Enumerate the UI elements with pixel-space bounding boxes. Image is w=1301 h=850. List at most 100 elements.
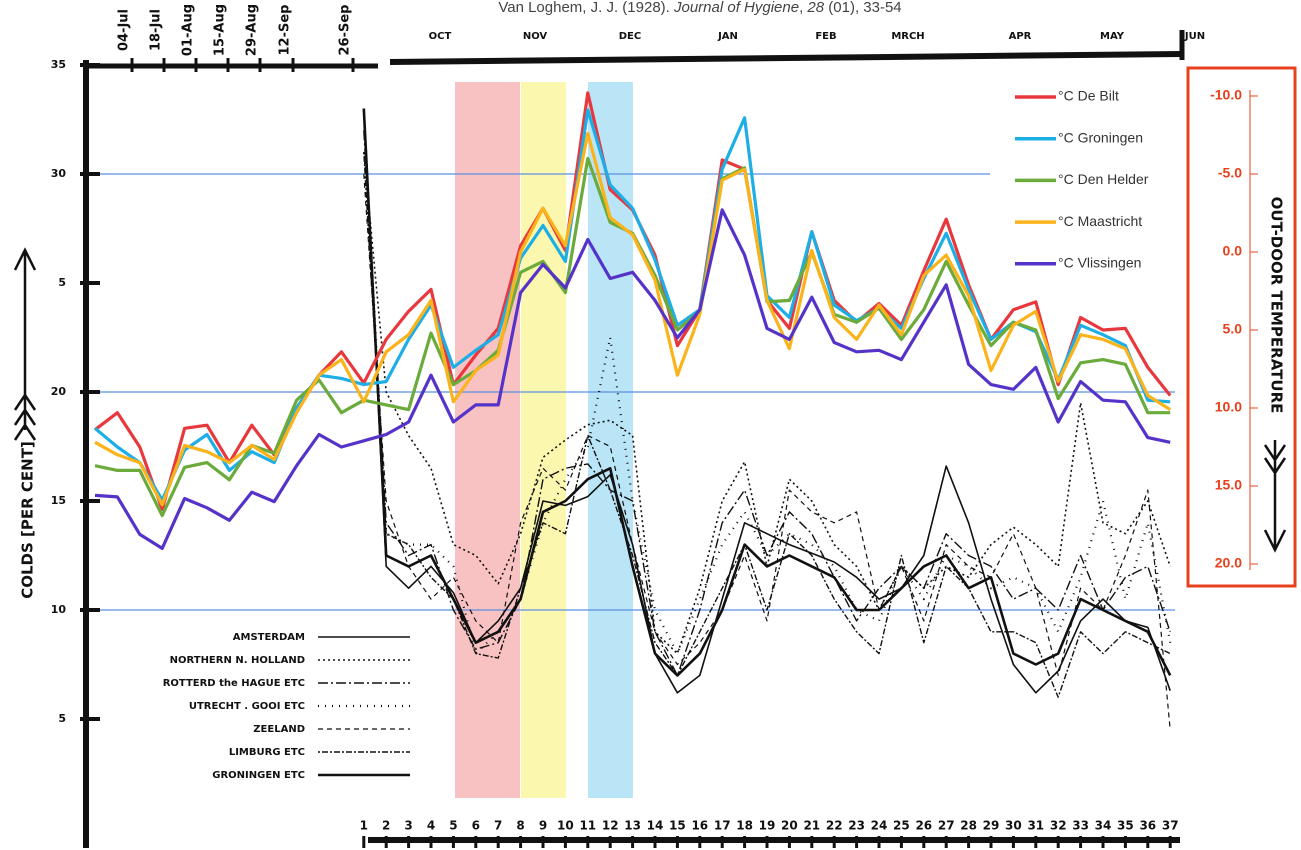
top-date-label: 26-Sep xyxy=(338,5,353,56)
x-tick-label: 22 xyxy=(826,819,843,833)
x-tick-label: 35 xyxy=(1117,819,1134,833)
x-tick-label: 28 xyxy=(960,819,977,833)
x-tick-label: 31 xyxy=(1027,819,1044,833)
month-label: APR xyxy=(1009,31,1032,42)
y2-tick-label: 5.0 xyxy=(1223,321,1243,337)
band-red xyxy=(455,82,520,798)
legend-label: °C Vlissingen xyxy=(1058,255,1141,271)
month-label: MRCH xyxy=(891,31,924,42)
y2-tick-label: 15.0 xyxy=(1215,477,1242,493)
month-label: JUN xyxy=(1184,31,1205,42)
y2-box xyxy=(1186,66,1297,588)
x-tick-label: 6 xyxy=(472,819,480,833)
y-tick-label: 30 xyxy=(51,167,67,180)
top-date-label: 18-Jul xyxy=(149,9,164,51)
top-axis-right xyxy=(389,51,1183,65)
x-tick-label: 34 xyxy=(1095,819,1112,833)
legend-label: °C Groningen xyxy=(1058,129,1143,145)
x-tick-label: 20 xyxy=(781,819,798,833)
x-tick-label: 2 xyxy=(382,819,390,833)
colds-line xyxy=(363,173,1171,730)
x-tick-label: 8 xyxy=(516,819,524,833)
top-date-label: 01-Aug xyxy=(181,4,196,56)
y2-tick-label: -10.0 xyxy=(1210,87,1242,103)
x-tick-label: 4 xyxy=(427,819,435,833)
month-label: NOV xyxy=(523,31,548,42)
x-tick-label: 24 xyxy=(871,819,888,833)
x-tick-label: 21 xyxy=(803,819,820,833)
x-tick-label: 30 xyxy=(1005,819,1022,833)
x-tick-label: 26 xyxy=(915,819,932,833)
month-label: OCT xyxy=(429,31,452,42)
legend-label: AMSTERDAM xyxy=(233,632,305,643)
y2-tick-label: -5.0 xyxy=(1218,165,1242,181)
y2-tick-label: 20.0 xyxy=(1215,555,1242,571)
x-tick-label: 11 xyxy=(579,819,596,833)
legend-label: °C Maastricht xyxy=(1058,213,1142,229)
x-tick-label: 14 xyxy=(647,819,664,833)
top-date-label: 04-Jul xyxy=(117,9,132,51)
temperature-line xyxy=(93,108,1171,502)
x-tick-label: 25 xyxy=(893,819,910,833)
month-label: MAY xyxy=(1100,31,1125,42)
y2-axis-label: OUT-DOOR TEMPERATURE xyxy=(1268,197,1286,414)
source-part: (01), 33-54 xyxy=(824,0,902,16)
x-tick-label: 3 xyxy=(404,819,412,833)
source: Van Loghem, J. J. (1928). Journal of Hyg… xyxy=(498,0,901,16)
top-date-label: 29-Aug xyxy=(245,4,260,56)
x-tick-label: 13 xyxy=(624,819,641,833)
y-tick-label: 10 xyxy=(51,603,67,616)
source-part: Van Loghem, J. J. (1928). xyxy=(498,0,674,16)
x-tick-label: 23 xyxy=(848,819,865,833)
source-part: 28 xyxy=(806,0,824,16)
top-date-label: 12-Sep xyxy=(278,5,293,56)
legend-label: ZEELAND xyxy=(253,724,305,735)
temperature-line xyxy=(94,131,1172,507)
y2-tick-label: 0.0 xyxy=(1223,243,1243,259)
x-tick-label: 9 xyxy=(539,819,547,833)
colds-line xyxy=(362,108,1172,677)
y-tick-label: 5 xyxy=(58,276,66,289)
temperature-line xyxy=(94,208,1171,550)
legend-label: LIMBURG ETC xyxy=(229,747,305,758)
y-tick-label: 35 xyxy=(51,58,66,71)
x-tick-label: 33 xyxy=(1072,819,1089,833)
source-part: Journal of Hygiene xyxy=(673,0,799,16)
legend-label: °C Den Helder xyxy=(1058,171,1149,187)
source-part: , xyxy=(799,0,807,16)
y-tick-label: 5 xyxy=(58,712,66,725)
y-arrow xyxy=(13,247,37,441)
x-tick-label: 15 xyxy=(669,819,686,833)
x-tick-label: 18 xyxy=(736,819,753,833)
x-tick-label: 10 xyxy=(557,819,574,833)
y2-tick-label: 10.0 xyxy=(1215,399,1242,415)
x-tick-label: 12 xyxy=(602,819,619,833)
x-tick-label: 5 xyxy=(449,819,457,833)
x-tick-label: 27 xyxy=(938,819,955,833)
colds-line xyxy=(363,152,1171,655)
x-tick-label: 19 xyxy=(759,819,776,833)
legend-label: °C De Bilt xyxy=(1058,88,1119,104)
x-tick-label: 17 xyxy=(714,819,731,833)
top-date-label: 15-Aug xyxy=(213,4,228,56)
colds-line xyxy=(363,108,1171,694)
x-tick-label: 36 xyxy=(1139,819,1156,833)
legend-label: GRONINGEN ETC xyxy=(212,770,305,781)
y2-arrow xyxy=(1263,440,1287,553)
x-tick-label: 29 xyxy=(983,819,1000,833)
legend-label: UTRECHT . GOOI ETC xyxy=(189,701,305,712)
y-axis-label: COLDS [PER CENT] xyxy=(19,441,37,599)
legend-label: ROTTERD the HAGUE ETC xyxy=(163,678,305,689)
month-label: JAN xyxy=(717,31,738,42)
y-tick-label: 20 xyxy=(51,385,67,398)
x-tick-label: 1 xyxy=(360,819,368,833)
x-tick-label: 37 xyxy=(1162,819,1179,833)
legend-label: NORTHERN N. HOLLAND xyxy=(170,655,305,666)
x-tick-label: 7 xyxy=(494,819,502,833)
x-tick-label: 16 xyxy=(691,819,708,833)
colds-line xyxy=(363,152,1171,698)
y-tick-label: 15 xyxy=(51,494,66,507)
month-label: FEB xyxy=(815,31,836,42)
month-label: DEC xyxy=(619,31,641,42)
